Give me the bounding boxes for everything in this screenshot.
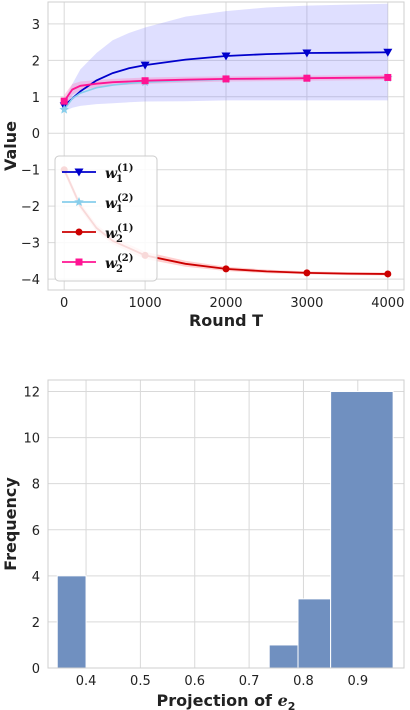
- data-point: [302, 49, 312, 58]
- histogram-bar: [330, 391, 394, 669]
- data-point: [221, 52, 231, 61]
- legend-marker: [75, 258, 83, 266]
- legend: w(1) 1w(2) 1w(1) 2w(2) 2: [54, 155, 158, 282]
- data-point: [222, 75, 230, 83]
- data-point: [141, 77, 149, 85]
- plot-frame: [47, 1, 405, 291]
- y-tick-label: 2: [32, 616, 40, 631]
- data-point: [383, 48, 393, 57]
- y-tick-label: 0: [32, 662, 40, 677]
- legend-label-sub: 1: [116, 174, 123, 185]
- x-axis-label-var: e: [278, 691, 288, 710]
- y-tick-label: 3: [32, 18, 40, 33]
- legend-marker: [75, 228, 83, 236]
- histogram-bar: [56, 575, 87, 669]
- data-point: [60, 97, 68, 105]
- legend-label-sup: (1): [117, 223, 133, 234]
- legend-label-sup: (1): [117, 163, 133, 174]
- legend-label: w(2) 1: [105, 193, 133, 215]
- legend-label-base: w: [105, 256, 118, 272]
- legend-label-base: w: [105, 226, 118, 242]
- x-tick-label: 0.8: [293, 674, 314, 689]
- legend-entry: w(1) 1: [62, 163, 133, 185]
- x-tick-label: 0.4: [76, 674, 97, 689]
- y-tick-label: 12: [23, 386, 40, 401]
- y-tick-label: 10: [23, 432, 40, 447]
- x-axis-label: Round T: [189, 311, 263, 330]
- legend-entry: w(2) 2: [62, 253, 133, 275]
- y-tick-label: 1: [32, 91, 40, 106]
- data-point: [59, 104, 69, 114]
- x-tick-label: 1000: [129, 296, 162, 311]
- y-tick-label: −1: [21, 164, 40, 179]
- x-tick-label: 0.5: [130, 674, 151, 689]
- legend-marker: [74, 168, 84, 177]
- line-chart-weights: 0 1000 2000 3000 4000 −4 −3 −2 −1 0 1 2 3 Round T Valu…: [1, 1, 405, 330]
- legend-label: w(2) 2: [105, 253, 133, 275]
- data-point: [222, 265, 230, 273]
- data-point: [384, 270, 392, 278]
- x-tick-label: 0: [60, 296, 68, 311]
- legend-box: [54, 155, 158, 282]
- x-tick-label: 0.9: [347, 674, 368, 689]
- data-point: [303, 269, 311, 277]
- x-tick-label: 2000: [209, 296, 242, 311]
- legend-label-sub: 2: [116, 234, 123, 245]
- legend-label-base: w: [105, 196, 118, 212]
- legend-label: w(1) 1: [105, 163, 133, 185]
- plot-frame: [47, 379, 405, 669]
- legend-label-base: w: [105, 166, 118, 182]
- legend-label-sup: (2): [117, 253, 133, 264]
- y-tick-label: 8: [32, 478, 40, 493]
- x-tick-label: 4000: [371, 296, 404, 311]
- histogram-bar: [268, 644, 299, 669]
- x-axis-label: Projection of e2: [157, 691, 296, 710]
- y-axis-label: Frequency: [1, 477, 20, 571]
- legend-label-sub: 2: [116, 264, 123, 275]
- legend-entry: w(2) 1: [62, 193, 133, 215]
- y-tick-label: −3: [21, 237, 40, 252]
- data-point: [140, 61, 150, 70]
- y-tick-label: 2: [32, 54, 40, 69]
- data-point: [384, 73, 392, 81]
- x-tick-label: 0.6: [184, 674, 205, 689]
- data-point: [303, 74, 311, 82]
- y-tick-label: 0: [32, 127, 40, 142]
- x-tick-label: 3000: [290, 296, 323, 311]
- y-tick-label: 4: [32, 570, 40, 585]
- y-axis-label: Value: [1, 121, 20, 171]
- legend-entry: w(1) 2: [62, 223, 133, 245]
- legend-label-sub: 1: [116, 204, 123, 215]
- x-axis-label-main: Projection of: [157, 691, 278, 710]
- y-tick-label: −4: [21, 273, 40, 288]
- legend-label: w(1) 2: [105, 223, 133, 245]
- legend-label-sup: (2): [117, 193, 133, 204]
- legend-marker: [74, 197, 84, 207]
- x-axis-label-sub: 2: [288, 700, 296, 710]
- x-tick-label: 0.7: [239, 674, 260, 689]
- histogram-projection: 0.4 0.5 0.6 0.7 0.8 0.9 0 2 4 6 8 10 12 Projection of…: [1, 379, 405, 710]
- y-tick-label: −2: [21, 200, 40, 215]
- histogram-bar: [297, 598, 332, 669]
- y-tick-label: 6: [32, 524, 40, 539]
